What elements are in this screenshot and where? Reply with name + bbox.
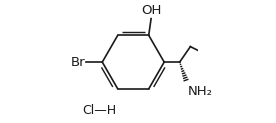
Text: OH: OH — [141, 4, 161, 17]
Text: NH₂: NH₂ — [188, 85, 213, 98]
Text: Br: Br — [70, 56, 85, 69]
Text: Cl—H: Cl—H — [82, 104, 116, 117]
